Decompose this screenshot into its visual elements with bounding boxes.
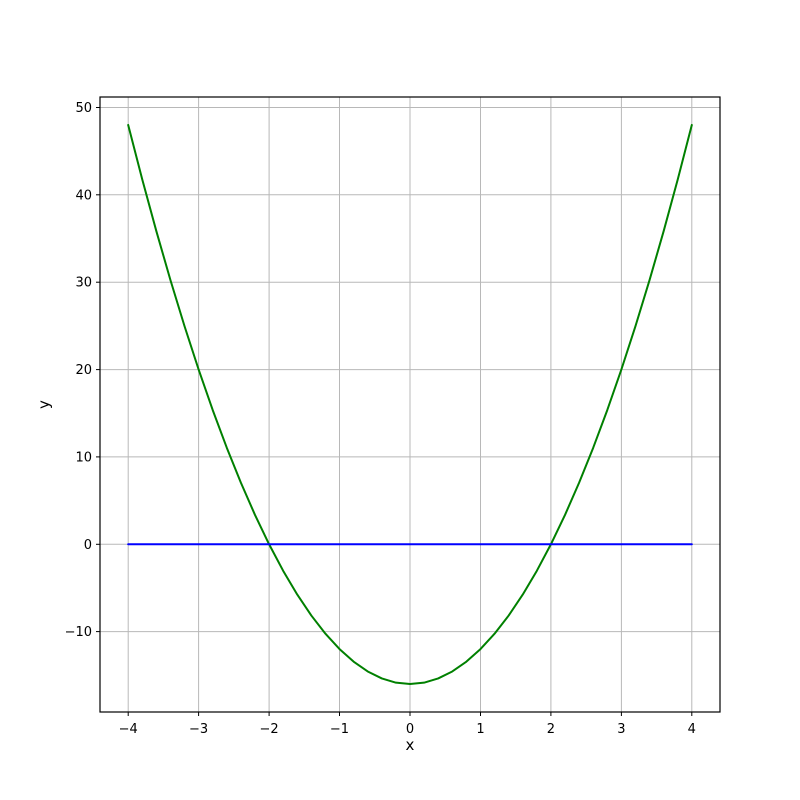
- x-tick-label: 4: [688, 722, 696, 737]
- x-tick-label: −2: [260, 722, 279, 737]
- y-tick-label: 10: [75, 450, 92, 465]
- x-tick-label: −4: [119, 722, 138, 737]
- x-axis-label: x: [405, 736, 415, 754]
- y-tick-label: 40: [75, 188, 92, 203]
- x-tick-label: −1: [330, 722, 349, 737]
- y-tick-label: 50: [75, 101, 92, 116]
- x-tick-label: 2: [547, 722, 555, 737]
- series-parabola: [127, 123, 693, 686]
- y-tick-label: 20: [75, 363, 92, 378]
- x-tick-label: 1: [476, 722, 484, 737]
- y-tick-label: −10: [65, 625, 92, 640]
- y-tick-label: 30: [75, 276, 92, 291]
- x-tick-label: 3: [617, 722, 625, 737]
- x-tick-label: −3: [189, 722, 208, 737]
- x-tick-label: 0: [406, 722, 414, 737]
- y-tick-label: 0: [84, 538, 92, 553]
- y-axis-label: y: [34, 400, 53, 409]
